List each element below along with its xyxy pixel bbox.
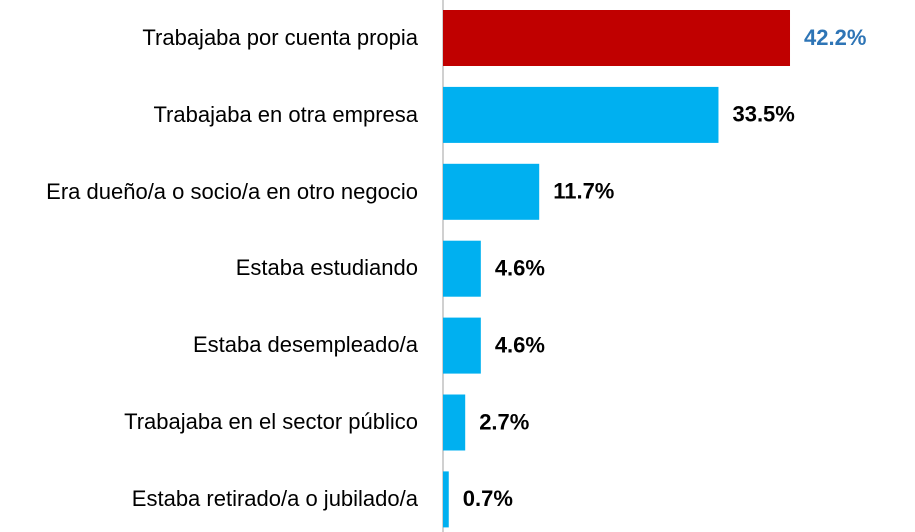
category-label: Estaba retirado/a o jubilado/a (131, 486, 418, 512)
category-label-box: Estaba retirado/a o jubilado/a (18, 461, 418, 532)
category-label-box: Era dueño/a o socio/a en otro negocio (18, 154, 418, 230)
bar (443, 317, 481, 374)
value-label: 4.6% (495, 332, 545, 357)
category-label: Trabajaba en otra empresa (153, 101, 418, 127)
category-label-row: Estaba desempleado/a (18, 308, 418, 384)
bar (443, 10, 791, 66)
bar (443, 240, 481, 297)
category-label: Trabajaba en el sector público (124, 409, 418, 435)
category-label-row: Estaba estudiando (18, 231, 418, 307)
bar (443, 394, 466, 451)
category-label: Trabajaba por cuenta propia (142, 24, 418, 50)
category-label-row: Era dueño/a o socio/a en otro negocio (18, 154, 418, 230)
value-label: 4.6% (495, 256, 545, 281)
bar (443, 86, 719, 143)
bar (443, 163, 540, 220)
category-label: Era dueño/a o socio/a en otro negocio (46, 178, 418, 204)
category-label-box: Trabajaba en otra empresa (18, 77, 418, 153)
value-label: 33.5% (732, 102, 794, 127)
category-label-box: Estaba estudiando (18, 231, 418, 307)
value-label: 0.7% (463, 486, 513, 511)
category-label-row: Trabajaba por cuenta propia (18, 0, 418, 76)
value-label: 11.7% (553, 179, 614, 204)
value-label: 2.7% (479, 409, 529, 434)
category-label-box: Estaba desempleado/a (18, 308, 418, 384)
category-label-row: Trabajaba en otra empresa (18, 77, 418, 153)
category-label-box: Trabajaba por cuenta propia (18, 0, 418, 76)
value-label: 42.2% (804, 25, 866, 50)
bar (443, 471, 449, 528)
category-label-row: Estaba retirado/a o jubilado/a (18, 461, 418, 532)
category-label-row: Trabajaba en el sector público (18, 385, 418, 461)
category-label: Estaba desempleado/a (192, 332, 418, 358)
category-label-box: Trabajaba en el sector público (18, 385, 418, 461)
category-label: Estaba estudiando (235, 255, 418, 281)
